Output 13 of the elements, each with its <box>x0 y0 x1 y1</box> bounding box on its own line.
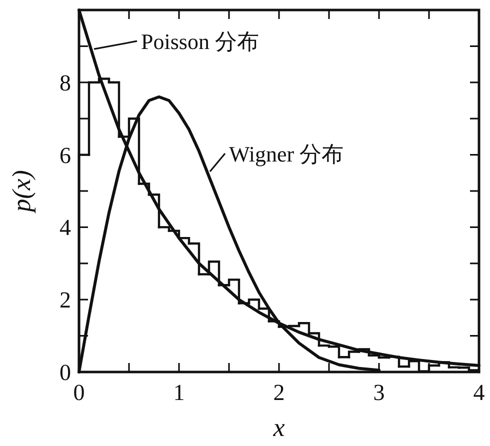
y-axis-title: p(x) <box>7 170 36 214</box>
x-tick-label: 2 <box>273 380 285 405</box>
legend-label: Poisson 分布 <box>141 29 259 54</box>
y-tick-label: 0 <box>60 360 71 385</box>
x-tick-label: 4 <box>473 380 486 405</box>
x-tick-label: 1 <box>173 380 185 405</box>
y-tick-label: 2 <box>60 288 71 313</box>
x-tick-label: 3 <box>373 380 385 405</box>
y-tick-label: 6 <box>60 142 71 168</box>
x-axis-title: x <box>272 413 286 442</box>
y-tick-label: 8 <box>60 70 71 96</box>
y-tick-label: 4 <box>60 215 72 240</box>
legend-label: Wigner 分布 <box>229 141 344 166</box>
